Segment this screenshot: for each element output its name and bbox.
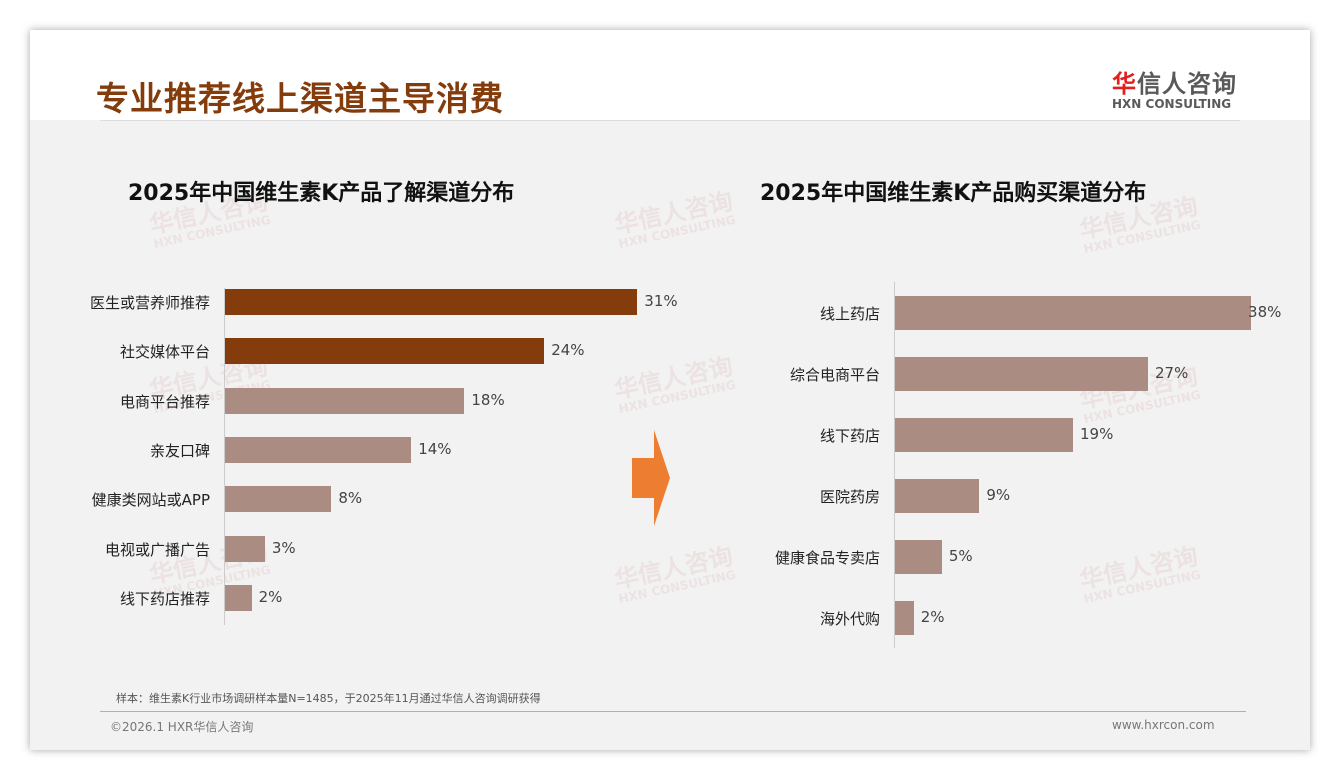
- category-label: 综合电商平台: [789, 366, 880, 384]
- bar: [225, 387, 465, 414]
- footer-divider: [100, 711, 1246, 712]
- data-label: 14%: [418, 439, 452, 458]
- bar: [225, 584, 252, 611]
- chart-title-right: 2025年中国维生素K产品购买渠道分布: [760, 181, 1147, 206]
- y-axis: [224, 288, 225, 625]
- y-axis: [894, 282, 895, 648]
- slide: 专业推荐线上渠道主导消费 华信人咨询 HXN CONSULTING 华信人咨询 H…: [30, 30, 1310, 750]
- logo-mark: 华: [1112, 70, 1137, 98]
- bar: [225, 436, 412, 463]
- bar: [895, 418, 1074, 452]
- copyright: ©2026.1 HXR华信人咨询: [110, 720, 254, 734]
- data-label: 24%: [551, 341, 585, 360]
- data-label: 9%: [986, 486, 1011, 504]
- category-label: 社交媒体平台: [119, 343, 210, 362]
- page-title: 专业推荐线上渠道主导消费: [96, 79, 504, 118]
- sample-note: 样本：维生素K行业市场调研样本量N=1485，于2025年11月通过华信人咨询调…: [116, 692, 541, 705]
- divider: [100, 120, 1240, 121]
- category-label: 健康食品专卖店: [774, 549, 880, 567]
- data-label: 8%: [338, 489, 363, 508]
- chart-title-left: 2025年中国维生素K产品了解渠道分布: [128, 181, 515, 206]
- category-label: 电视或广播广告: [104, 540, 210, 559]
- header: [30, 30, 1310, 120]
- category-label: 健康类网站或APP: [91, 491, 210, 510]
- category-label: 医生或营养师推荐: [89, 294, 210, 312]
- data-label: 31%: [644, 292, 678, 310]
- bar: [225, 338, 545, 365]
- logo-text: 信人咨询: [1137, 70, 1237, 98]
- bar: [895, 540, 942, 574]
- data-label: 5%: [948, 547, 973, 565]
- category-label: 线上药店: [819, 305, 880, 323]
- data-label: 18%: [471, 390, 505, 409]
- data-label: 19%: [1080, 425, 1114, 443]
- data-label: 38%: [1248, 303, 1282, 321]
- category-label: 电商平台推荐: [119, 392, 210, 411]
- data-label: 27%: [1154, 364, 1189, 382]
- bar: [895, 601, 914, 635]
- data-label: 2%: [258, 587, 283, 606]
- data-label: 3%: [271, 538, 296, 557]
- website-link[interactable]: www.hxrcon.com: [1112, 718, 1215, 732]
- category-label: 医院药房: [819, 488, 880, 506]
- logo-subtext: HXN CONSULTING: [1112, 97, 1232, 111]
- bar: [895, 357, 1148, 391]
- bar: [225, 535, 265, 562]
- bar: [225, 486, 332, 513]
- data-label: 2%: [920, 608, 945, 626]
- category-label: 海外代购: [819, 610, 880, 628]
- category-label: 亲友口碑: [149, 441, 210, 460]
- arrow-right-icon: [632, 430, 670, 526]
- category-label: 线下药店: [819, 427, 880, 445]
- logo: 华信人咨询 HXN CONSULTING: [1112, 64, 1237, 111]
- bar: [895, 479, 980, 513]
- bar: [225, 289, 638, 315]
- category-label: 线下药店推荐: [119, 589, 210, 608]
- bar: [895, 296, 1252, 330]
